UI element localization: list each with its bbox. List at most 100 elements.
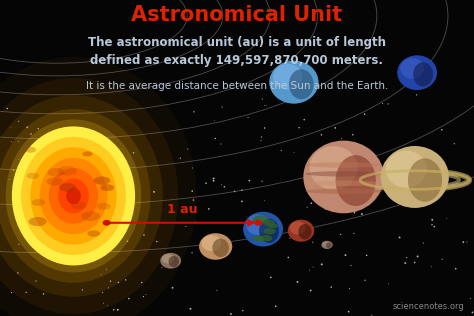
- Point: [339, 208, 347, 213]
- Point: [238, 199, 246, 204]
- Point: [15, 242, 23, 247]
- Point: [318, 132, 325, 137]
- Point: [303, 205, 311, 210]
- Point: [257, 138, 265, 143]
- Ellipse shape: [47, 168, 64, 177]
- Point: [258, 134, 265, 139]
- Point: [264, 240, 272, 245]
- Point: [91, 234, 98, 239]
- Point: [43, 241, 51, 246]
- Ellipse shape: [386, 151, 427, 188]
- Point: [61, 169, 69, 174]
- Ellipse shape: [298, 224, 311, 240]
- Ellipse shape: [49, 168, 98, 224]
- Point: [15, 139, 22, 144]
- Point: [210, 178, 218, 183]
- Point: [32, 278, 40, 283]
- Point: [368, 313, 375, 316]
- Point: [34, 145, 42, 150]
- Ellipse shape: [0, 95, 163, 297]
- Ellipse shape: [305, 171, 382, 177]
- Point: [309, 240, 317, 245]
- Ellipse shape: [408, 158, 442, 202]
- Point: [261, 198, 269, 203]
- Text: The astronomical unit (au) is a unit of length
defined as exactly 149,597,870,70: The astronomical unit (au) is a unit of …: [88, 36, 386, 67]
- Point: [343, 168, 350, 173]
- Point: [428, 264, 435, 269]
- Point: [452, 266, 459, 271]
- Point: [70, 227, 78, 232]
- Ellipse shape: [321, 241, 333, 249]
- Point: [153, 239, 161, 244]
- Point: [205, 206, 212, 211]
- Point: [49, 254, 56, 259]
- Point: [39, 169, 46, 174]
- Point: [267, 275, 274, 280]
- Ellipse shape: [413, 62, 433, 87]
- Point: [379, 101, 386, 106]
- Ellipse shape: [46, 177, 63, 186]
- Point: [331, 125, 339, 131]
- Point: [263, 103, 271, 108]
- Point: [210, 176, 218, 181]
- Point: [130, 150, 137, 155]
- Ellipse shape: [253, 219, 261, 223]
- Point: [244, 115, 252, 120]
- Point: [79, 287, 86, 292]
- Point: [124, 239, 131, 244]
- Point: [61, 156, 69, 161]
- Ellipse shape: [268, 223, 278, 228]
- Point: [322, 207, 329, 212]
- Point: [419, 240, 427, 246]
- Point: [53, 186, 60, 191]
- Ellipse shape: [256, 237, 264, 240]
- Point: [403, 255, 410, 260]
- Point: [223, 247, 230, 252]
- Ellipse shape: [400, 58, 424, 79]
- Point: [438, 127, 446, 132]
- Point: [10, 168, 18, 173]
- Ellipse shape: [322, 241, 329, 246]
- Point: [258, 96, 266, 101]
- Point: [40, 291, 47, 296]
- Point: [428, 222, 436, 227]
- Point: [334, 186, 342, 191]
- Point: [341, 144, 349, 149]
- Point: [105, 285, 112, 290]
- Point: [438, 257, 446, 262]
- Point: [342, 252, 349, 258]
- Ellipse shape: [243, 212, 283, 246]
- Ellipse shape: [71, 202, 87, 210]
- Point: [428, 217, 436, 222]
- Ellipse shape: [162, 254, 174, 264]
- Point: [22, 290, 30, 295]
- Point: [140, 294, 147, 299]
- Ellipse shape: [201, 235, 221, 251]
- Point: [122, 277, 129, 283]
- Point: [190, 198, 197, 203]
- Point: [90, 170, 97, 175]
- Ellipse shape: [0, 109, 151, 283]
- Point: [211, 118, 219, 123]
- Text: Astronomical Unit: Astronomical Unit: [131, 5, 343, 25]
- Point: [169, 285, 176, 290]
- Point: [213, 288, 221, 293]
- Point: [352, 142, 359, 147]
- Point: [50, 140, 57, 145]
- Ellipse shape: [66, 188, 81, 204]
- Ellipse shape: [397, 55, 437, 90]
- Point: [189, 189, 196, 194]
- Ellipse shape: [100, 184, 114, 191]
- Point: [31, 157, 39, 162]
- Point: [187, 306, 194, 311]
- Point: [466, 296, 474, 301]
- Point: [50, 153, 57, 158]
- Ellipse shape: [253, 215, 269, 223]
- Point: [409, 174, 417, 179]
- Point: [5, 177, 13, 182]
- Point: [294, 279, 301, 284]
- Ellipse shape: [260, 235, 273, 241]
- Point: [469, 310, 474, 315]
- Ellipse shape: [169, 256, 179, 267]
- Point: [116, 222, 124, 227]
